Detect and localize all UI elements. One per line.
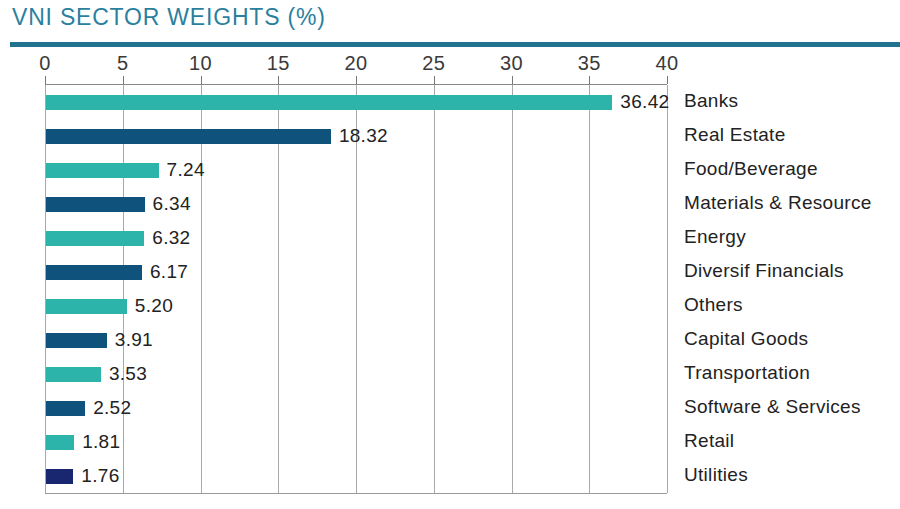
bar-row: 6.34 [46,187,668,221]
category-label: Banks [684,84,894,118]
bar-value-label: 18.32 [339,125,388,147]
category-label: Utilities [684,458,894,492]
category-label: Food/Beverage [684,152,894,186]
category-label: Capital Goods [684,322,894,356]
x-tick-label: 5 [117,52,129,75]
chart-canvas: VNI SECTOR WEIGHTS (%) 0510152025303540 … [0,0,900,509]
bar-row: 3.53 [46,357,668,391]
bar-real-estate [46,129,331,144]
category-label: Energy [684,220,894,254]
bar-row: 36.42 [46,85,668,119]
bar-food-beverage [46,163,159,178]
bar-row: 5.20 [46,289,668,323]
bar-row: 1.76 [46,459,668,493]
bar-row: 7.24 [46,153,668,187]
bar-capital-goods [46,333,107,348]
bar-row: 18.32 [46,119,668,153]
bar-retail [46,435,74,450]
x-tick-mark [589,76,590,84]
bar-value-label: 3.53 [109,363,147,385]
bar-value-label: 1.76 [81,465,119,487]
bar-utilities [46,469,73,484]
bar-others [46,299,127,314]
x-tick-label: 20 [344,52,367,75]
bar-energy [46,231,144,246]
plot-area: 36.42 18.32 7.24 6.34 6.32 6.17 5.20 3.91 3.53 2.… [45,84,667,494]
bar-value-label: 6.32 [152,227,190,249]
bar-row: 3.91 [46,323,668,357]
bar-value-label: 7.24 [167,159,205,181]
bar-banks [46,95,612,110]
category-label: Transportation [684,356,894,390]
category-label: Others [684,288,894,322]
category-label: Real Estate [684,118,894,152]
bar-value-label: 36.42 [620,91,669,113]
category-label: Diversif Financials [684,254,894,288]
bar-value-label: 2.52 [93,397,131,419]
bar-value-label: 3.91 [115,329,153,351]
x-tick-label: 0 [39,52,51,75]
bar-row: 6.32 [46,221,668,255]
bar-transportation [46,367,101,382]
category-label: Retail [684,424,894,458]
x-tick-mark [667,76,668,84]
x-tick-mark [201,76,202,84]
bar-value-label: 5.20 [135,295,173,317]
x-tick-label: 25 [422,52,445,75]
x-tick-label: 35 [578,52,601,75]
x-tick-mark [123,76,124,84]
category-label: Materials & Resource [684,186,894,220]
bar-row: 6.17 [46,255,668,289]
x-tick-mark [434,76,435,84]
bar-value-label: 6.17 [150,261,188,283]
x-tick-label: 15 [267,52,290,75]
x-tick-label: 40 [655,52,678,75]
x-tick-mark [512,76,513,84]
bar-materials-resource [46,197,145,212]
x-tick-mark [45,76,46,84]
x-tick-mark [278,76,279,84]
bar-value-label: 6.34 [153,193,191,215]
category-label: Software & Services [684,390,894,424]
x-tick-label: 10 [189,52,212,75]
bar-row: 2.52 [46,391,668,425]
bar-software-services [46,401,85,416]
bar-diversif-financials [46,265,142,280]
chart-title: VNI SECTOR WEIGHTS (%) [12,4,326,31]
bar-row: 1.81 [46,425,668,459]
x-tick-label: 30 [500,52,523,75]
bar-value-label: 1.81 [82,431,120,453]
title-rule [10,42,900,47]
x-tick-mark [356,76,357,84]
